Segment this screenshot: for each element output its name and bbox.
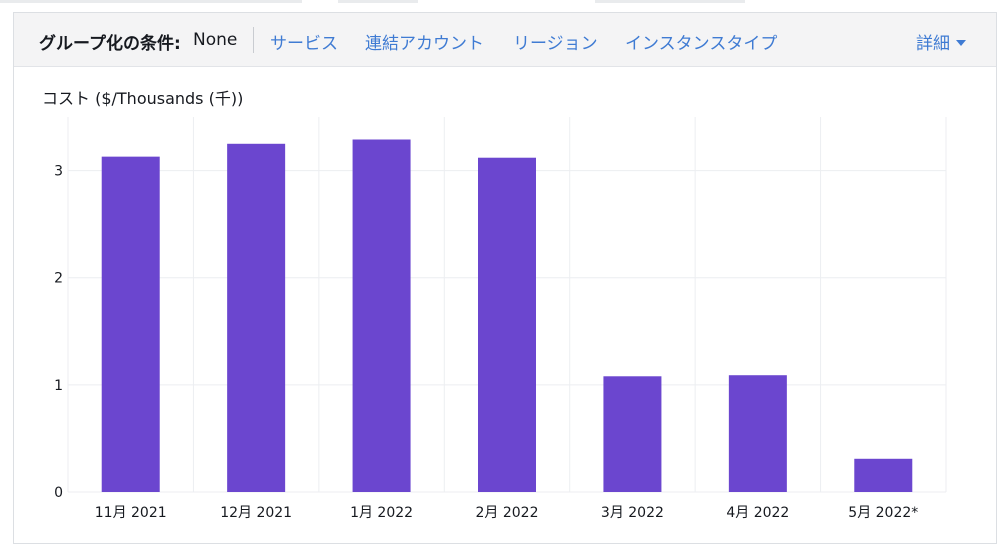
chart-title: コスト ($/Thousands (千)) <box>42 89 244 108</box>
x-tick-label: 4月 2022 <box>726 505 789 521</box>
x-axis: 11月 2021 12月 2021 1月 2022 2月 2022 3月 2022 4月 … <box>95 505 919 521</box>
tab-stub <box>338 0 418 3</box>
toolbar-divider <box>253 27 254 53</box>
x-tick-label: 2月 2022 <box>476 505 539 521</box>
group-by-service-link[interactable]: サービス <box>270 34 338 54</box>
x-tick-label: 5月 2022* <box>848 505 918 521</box>
group-by-toolbar: グループ化の条件: None サービス 連結アカウント リージョン インスタンス… <box>14 13 996 67</box>
top-tab-strip <box>0 0 1005 4</box>
y-tick-label: 3 <box>54 164 63 180</box>
bar <box>854 458 913 492</box>
y-tick-label: 1 <box>54 378 63 394</box>
chart-bars <box>101 139 913 493</box>
bar <box>603 376 662 492</box>
group-by-label: グループ化の条件: <box>39 34 181 54</box>
bar <box>728 375 787 492</box>
tab-stub <box>595 0 745 3</box>
caret-down-icon <box>956 40 966 46</box>
more-dropdown-button[interactable]: 詳細 <box>916 29 966 54</box>
bar <box>478 157 536 492</box>
tab-stub <box>0 0 302 3</box>
y-tick-label: 2 <box>54 271 63 287</box>
group-by-value[interactable]: None <box>193 30 238 50</box>
x-tick-label: 11月 2021 <box>95 505 167 521</box>
y-axis: 0 1 2 3 <box>54 164 63 501</box>
group-by-linked-account-link[interactable]: 連結アカウント <box>365 34 484 54</box>
more-label: 詳細 <box>916 34 950 54</box>
y-tick-label: 0 <box>54 485 63 501</box>
bar <box>352 139 411 492</box>
bar <box>227 143 286 493</box>
group-by-instance-type-link[interactable]: インスタンスタイプ <box>625 34 778 54</box>
bar <box>101 156 160 492</box>
x-tick-label: 3月 2022 <box>601 505 664 521</box>
group-by-region-link[interactable]: リージョン <box>513 34 598 54</box>
x-tick-label: 12月 2021 <box>220 505 292 521</box>
x-tick-label: 1月 2022 <box>350 505 413 521</box>
